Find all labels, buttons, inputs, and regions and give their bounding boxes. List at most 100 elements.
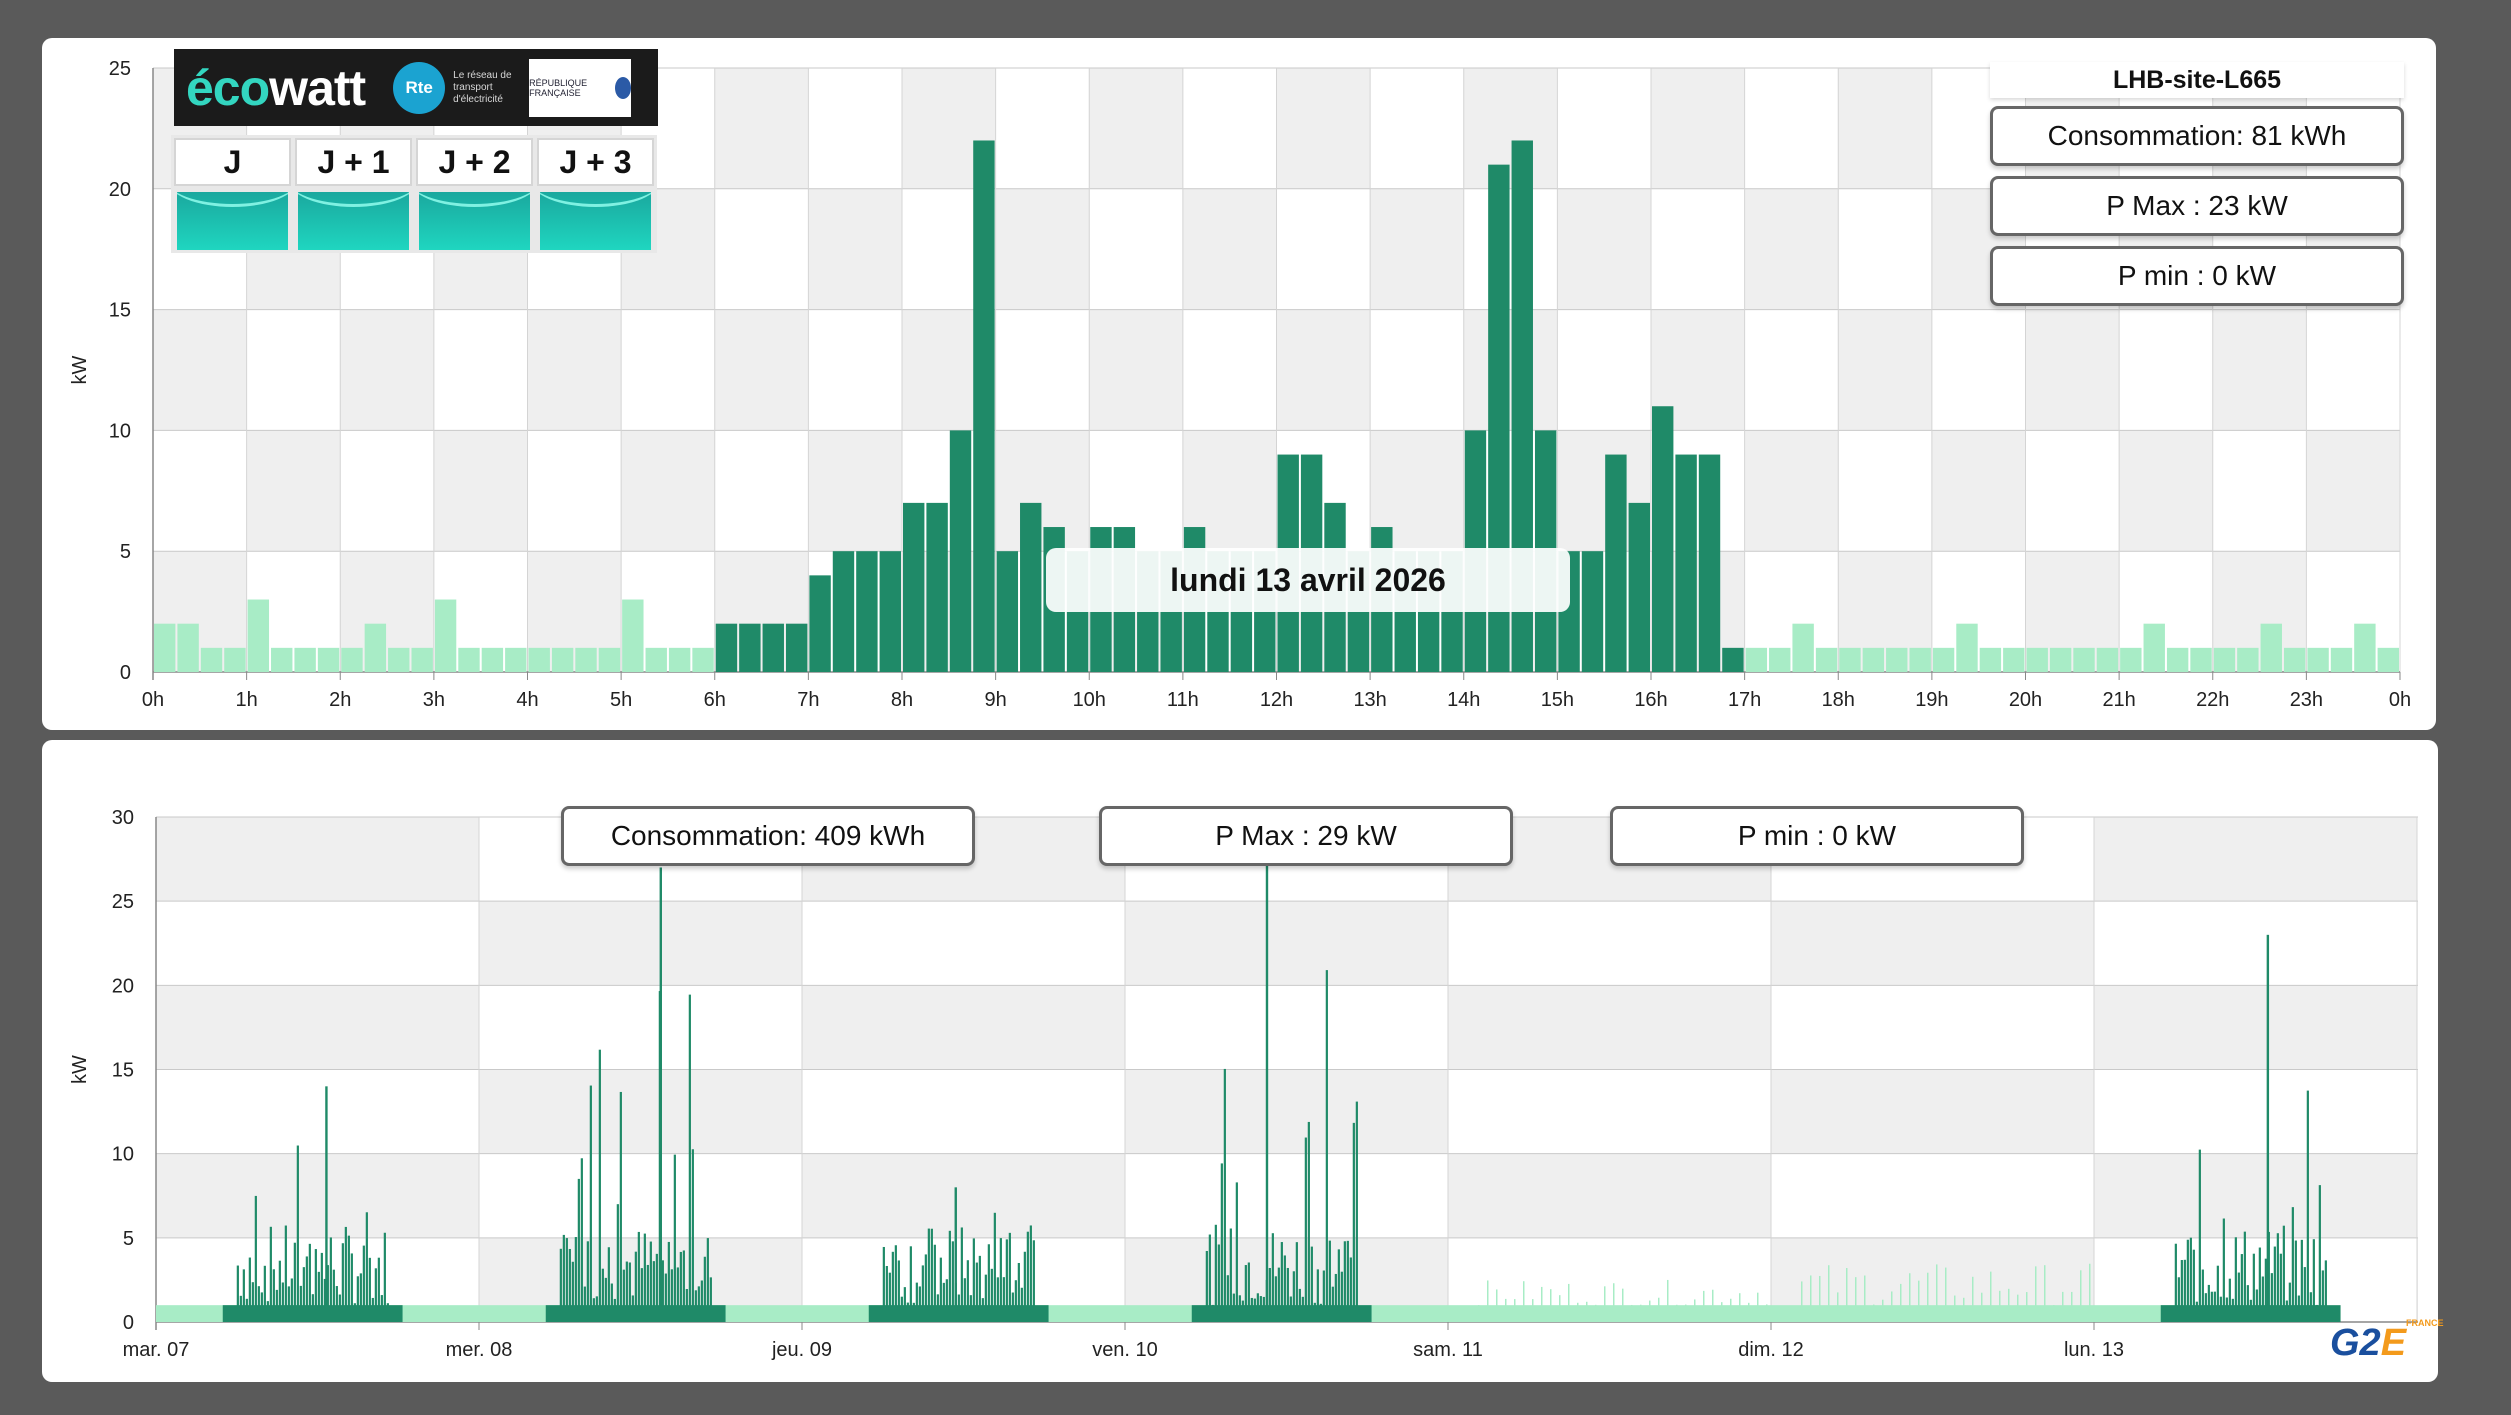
grid-band: [479, 1069, 802, 1154]
bar: [1014, 1280, 1017, 1322]
bar: [575, 647, 597, 672]
bar: [2324, 1260, 2327, 1322]
y-tick-label: 0: [123, 1312, 134, 1334]
bar: [700, 1280, 703, 1322]
bar: [1322, 1270, 1325, 1322]
bar: [948, 1230, 951, 1322]
bar: [1271, 1233, 1274, 1322]
bar: [2237, 647, 2259, 672]
bar: [972, 1238, 975, 1322]
active-baseline: [222, 1305, 403, 1322]
grid-band: [802, 985, 1125, 1070]
bar: [652, 1261, 655, 1322]
bar: [2189, 1237, 2192, 1322]
bar: [1945, 1267, 1947, 1322]
bar: [2237, 1272, 2240, 1322]
bar: [2096, 647, 2119, 672]
bar: [2276, 1233, 2279, 1322]
signal-green-icon: [540, 192, 651, 250]
bar: [1340, 1271, 1343, 1322]
grid-band: [1448, 1153, 1771, 1238]
bar: [290, 1278, 293, 1322]
bar: [973, 140, 995, 673]
bar: [577, 1178, 580, 1322]
bar: [2282, 1225, 2285, 1322]
bar: [242, 1269, 245, 1322]
ecowatt-logo: écowatt: [186, 59, 366, 116]
bar: [1918, 1280, 1920, 1322]
bar: [1855, 1277, 1857, 1322]
bar: [2177, 1277, 2180, 1322]
bar: [984, 1274, 987, 1322]
bar: [2273, 1246, 2276, 1322]
bar: [891, 1251, 894, 1322]
x-tick-label: 19h: [1915, 689, 1948, 711]
ecowatt-day: J + 1: [295, 138, 412, 250]
grid-band: [1651, 68, 1745, 189]
bar: [2264, 1258, 2267, 1322]
grid-band: [1771, 901, 2094, 986]
grid-band: [156, 985, 479, 1070]
bar: [990, 1268, 993, 1322]
bar: [2288, 1282, 2291, 1322]
bar: [2201, 1269, 2204, 1322]
bar: [247, 599, 270, 672]
bar: [1862, 647, 1885, 672]
bar: [341, 647, 363, 672]
grid-band: [156, 1153, 479, 1238]
bar: [1909, 1273, 1911, 1322]
bar: [975, 1262, 978, 1322]
bar: [1217, 1244, 1220, 1322]
bar: [1990, 1271, 1992, 1322]
peak-bar: [2266, 934, 2270, 1322]
bar: [1496, 1289, 1498, 1322]
bar: [1310, 1246, 1313, 1322]
bar: [2026, 647, 2048, 672]
grid-band: [1838, 309, 1932, 431]
peak-bar: [954, 1187, 957, 1322]
bar: [709, 1277, 712, 1322]
grid-band: [156, 817, 479, 902]
bar: [715, 623, 738, 672]
bar: [1268, 1267, 1271, 1322]
grid-band: [2212, 309, 2307, 431]
bar: [966, 1260, 969, 1322]
bar: [374, 1268, 377, 1322]
grid-band: [2094, 985, 2417, 1070]
grid-band: [1744, 430, 1839, 552]
y-tick-label: 15: [112, 1060, 134, 1082]
bar: [2279, 1253, 2282, 1322]
bar: [1559, 1295, 1561, 1322]
bar: [2026, 1292, 2028, 1322]
bar: [1581, 551, 1604, 672]
bar: [1846, 1268, 1848, 1322]
bar: [691, 1149, 694, 1322]
bar: [2246, 1285, 2249, 1322]
bar: [885, 1265, 888, 1322]
grid-band: [1931, 430, 2026, 552]
bar: [1956, 623, 1978, 672]
grid-band: [1125, 901, 1448, 986]
bar: [1712, 1289, 1714, 1322]
day-label: J + 3: [537, 138, 654, 186]
bar: [619, 1091, 622, 1322]
bar: [2283, 647, 2306, 672]
bar: [888, 1272, 891, 1322]
bar: [224, 647, 246, 672]
bar: [1703, 1290, 1705, 1322]
week-pmin-box: P min : 0 kW: [1610, 806, 2024, 866]
bar: [1909, 647, 1931, 672]
signal-green-icon: [298, 192, 409, 250]
bar: [299, 1285, 302, 1322]
bar: [930, 1228, 933, 1322]
ecowatt-day: J: [174, 138, 291, 250]
x-tick-label: 2h: [329, 689, 351, 711]
grid-band: [1744, 188, 1839, 310]
bar: [335, 1286, 338, 1322]
bar: [1023, 1251, 1026, 1322]
week-pmax-box: P Max : 29 kW: [1099, 806, 1513, 866]
x-tick-label: mer. 08: [446, 1339, 513, 1361]
bar: [604, 1277, 607, 1322]
week-consommation-box: Consommation: 409 kWh: [561, 806, 975, 866]
x-tick-label: 17h: [1728, 689, 1761, 711]
